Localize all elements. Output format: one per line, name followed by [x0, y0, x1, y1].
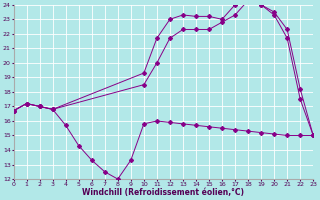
X-axis label: Windchill (Refroidissement éolien,°C): Windchill (Refroidissement éolien,°C)	[82, 188, 244, 197]
